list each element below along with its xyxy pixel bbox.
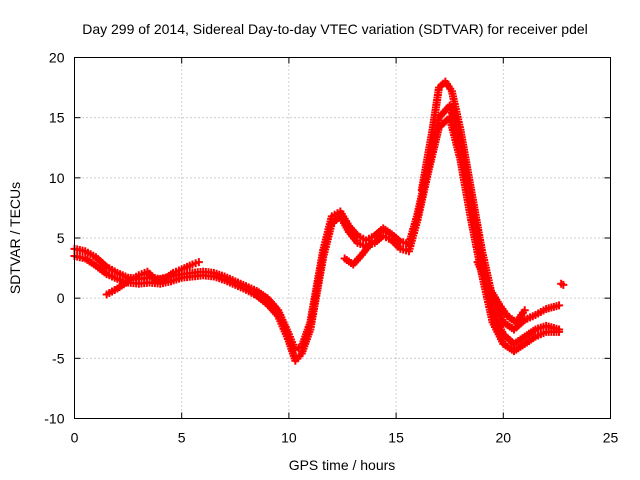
grid-lines [74,57,611,419]
y-tick-label: -5 [52,350,65,366]
data-point [520,306,529,315]
data-point [559,280,568,289]
y-tick-label: 15 [49,110,65,126]
y-tick-label: 5 [57,230,65,246]
y-tick-label: 0 [57,290,65,306]
series-track-A [70,101,564,354]
x-tick-label: 20 [496,430,512,446]
x-tick-label: 10 [281,430,297,446]
y-tick-label: 20 [49,50,65,66]
data-point [194,258,203,267]
x-tick-labels: 0 5 10 15 20 25 [71,430,619,446]
y-tick-label: 10 [49,170,65,186]
series-track-B [70,113,564,365]
plot-frame [74,57,611,419]
data-point [555,301,564,310]
data-series [70,77,568,365]
x-tick-label: 5 [178,430,186,446]
y-tick-label: -10 [44,411,64,427]
series-track-D [340,240,375,269]
chart-title: Day 299 of 2014, Sidereal Day-to-day VTE… [82,21,588,37]
x-tick-label: 0 [71,430,79,446]
x-tick-label: 15 [388,430,404,446]
x-tick-label: 25 [603,430,619,446]
y-tick-labels: -10 -5 0 5 10 15 20 [44,50,64,427]
series-isolated [557,279,568,289]
data-point [366,240,375,249]
series-track-F [473,258,529,327]
series-track-C [102,258,203,299]
data-point [555,327,564,336]
y-axis-label: SDTVAR / TECUs [7,182,23,294]
x-axis-label: GPS time / hours [289,457,396,473]
